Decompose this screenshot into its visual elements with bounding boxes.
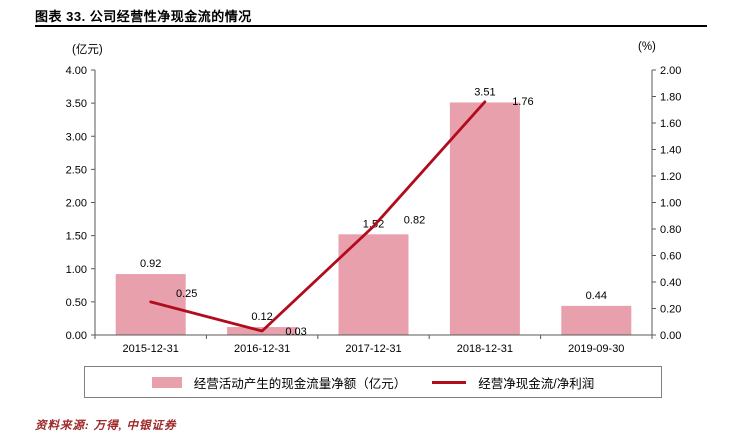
left-axis-tick-label: 1.50: [66, 231, 87, 243]
right-axis-tick-label: 0.60: [660, 251, 681, 263]
line-value-label: 1.76: [512, 96, 533, 108]
bar-value-label: 0.92: [140, 258, 161, 270]
chart-legend: 经营活动产生的现金流量净额（亿元） 经营净现金流/净利润: [84, 366, 662, 398]
bar-series-label: 经营活动产生的现金流量净额（亿元）: [193, 376, 407, 391]
x-axis-label: 2017-12-31: [345, 343, 401, 355]
legend-item-bar: 经营活动产生的现金流量净额（亿元）: [151, 373, 407, 392]
right-axis-tick-label: 0.40: [660, 277, 681, 289]
bar-value-label: 0.12: [251, 311, 272, 323]
left-axis-tick-label: 3.00: [66, 131, 87, 143]
right-axis-tick-label: 2.00: [660, 65, 681, 77]
left-axis-tick-label: 2.50: [66, 164, 87, 176]
title-divider: [35, 25, 707, 27]
legend-item-line: 经营净现金流/净利润: [432, 373, 594, 392]
right-axis-tick-label: 1.20: [660, 171, 681, 183]
left-axis-tick-label: 1.00: [66, 264, 87, 276]
right-axis-tick-label: 1.60: [660, 118, 681, 130]
right-axis-tick-label: 0.80: [660, 224, 681, 236]
bar: [449, 102, 520, 336]
right-axis-unit-label: (%): [638, 41, 656, 53]
x-axis-label: 2016-12-31: [234, 343, 290, 355]
chart-area: 0.92 0.12 1.52 3.51 0.44 0.00 0.50 1.00 1.50 2.00…: [0, 36, 743, 366]
x-axis-label: 2015-12-31: [123, 343, 179, 355]
right-axis-tick-label: 1.40: [660, 145, 681, 157]
chart-title: 图表 33. 公司经营性净现金流的情况: [35, 9, 252, 24]
trend-line: [149, 100, 487, 333]
bar-value-label: 3.51: [474, 86, 495, 98]
left-axis-tick-label: 2.00: [66, 198, 87, 210]
line-series-swatch: [432, 380, 467, 384]
source-attribution: 资料来源: 万得, 中银证券: [35, 420, 177, 432]
bar: [561, 305, 632, 335]
combo-chart: 0.920.121.523.510.440.000.501.001.502.00…: [66, 65, 682, 355]
bar-value-label: 0.44: [586, 290, 607, 302]
bar: [338, 234, 409, 335]
line-series-label: 经营净现金流/净利润: [478, 376, 595, 391]
bar: [115, 274, 186, 335]
left-axis-tick-label: 3.50: [66, 98, 87, 110]
left-axis-tick-label: 0.00: [66, 330, 87, 342]
x-axis-label: 2018-12-31: [457, 343, 513, 355]
left-axis-tick-label: 0.50: [66, 297, 87, 309]
line-value-label: 0.82: [404, 214, 425, 226]
right-axis-tick-label: 1.00: [660, 198, 681, 210]
bar-series-swatch: [151, 376, 182, 388]
left-axis-tick-label: 4.00: [66, 65, 87, 77]
left-axis-unit-label: (亿元): [72, 44, 103, 56]
right-axis-tick-label: 0.00: [660, 330, 681, 342]
line-value-label: 0.03: [285, 326, 306, 338]
right-axis-tick-label: 0.20: [660, 304, 681, 316]
line-value-label: 0.25: [176, 288, 197, 300]
right-axis-tick-label: 1.80: [660, 92, 681, 104]
x-axis-label: 2019-09-30: [568, 343, 624, 355]
